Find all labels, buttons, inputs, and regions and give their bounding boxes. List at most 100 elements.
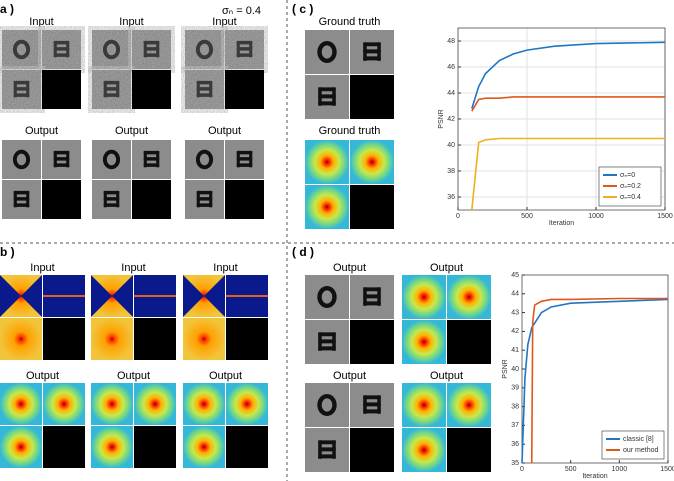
- particle: [318, 87, 336, 92]
- y-tick-label: 42: [511, 328, 519, 335]
- image-tile: [305, 75, 349, 119]
- particle: [103, 190, 120, 195]
- series-line: [471, 41, 666, 109]
- image-title: Output: [115, 125, 148, 137]
- image-tile: [42, 180, 81, 219]
- particle: [103, 203, 120, 207]
- particle: [13, 197, 30, 201]
- image-tile: [183, 426, 225, 468]
- image-title: Output: [333, 370, 366, 382]
- particle: [12, 149, 31, 170]
- y-tick-label: 44: [511, 291, 519, 298]
- particle: [13, 203, 30, 207]
- y-tick-label: 41: [511, 347, 519, 354]
- heatmap: [183, 318, 225, 360]
- image-tile: [2, 30, 41, 69]
- image-tile: [225, 30, 264, 69]
- image-title: Output: [209, 370, 242, 382]
- image-title: Input: [213, 262, 237, 274]
- image-tile: [132, 180, 171, 219]
- particle: [363, 287, 367, 306]
- image-tile: [447, 428, 491, 472]
- image-tile: [92, 180, 131, 219]
- particle: [236, 150, 240, 168]
- image-tile: [305, 185, 349, 229]
- panel-label: ( d ): [292, 245, 314, 259]
- plot-frame: [521, 274, 669, 464]
- image-tile: [43, 318, 85, 360]
- heatmap: [91, 383, 133, 425]
- image-tile: [402, 320, 446, 364]
- image-tile: [43, 275, 85, 317]
- particle: [156, 40, 160, 58]
- particle: [196, 190, 213, 195]
- image-tile: [132, 30, 171, 69]
- particle: [13, 80, 17, 98]
- particle: [103, 93, 120, 97]
- image-tile: [134, 383, 176, 425]
- image-tile: [447, 320, 491, 364]
- particle: [13, 190, 30, 195]
- image-tile: [226, 426, 268, 468]
- particle: [143, 150, 147, 168]
- image-tile: [134, 426, 176, 468]
- image-tile: [225, 180, 264, 219]
- image-tile: [447, 275, 491, 319]
- tile-bg: [185, 30, 224, 69]
- particle: [66, 150, 70, 168]
- mask: [91, 275, 133, 317]
- image-tile: [226, 383, 268, 425]
- particle: [143, 40, 160, 45]
- particle: [102, 149, 121, 170]
- x-axis-label: Iteration: [549, 220, 574, 227]
- x-tick-label: 1000: [588, 213, 604, 220]
- image-tile: [185, 30, 224, 69]
- heatmap: [91, 426, 133, 468]
- image-tile: [91, 383, 133, 425]
- particle: [363, 402, 381, 407]
- particle: [209, 80, 213, 98]
- image-tile: [42, 140, 81, 179]
- particle: [236, 40, 253, 45]
- legend-box: [598, 166, 662, 207]
- heatmap: [402, 383, 446, 427]
- x-tick-label: 0: [456, 213, 460, 220]
- tile-bg: [226, 426, 268, 468]
- legend-label: σₙ=0: [620, 172, 635, 179]
- image-tile: [402, 428, 446, 472]
- image-tile: [185, 180, 224, 219]
- image-title: Output: [117, 370, 150, 382]
- heatmap: [402, 320, 446, 364]
- x-tick-label: 500: [521, 213, 533, 220]
- heatmap: [0, 383, 42, 425]
- particle: [318, 339, 336, 344]
- particle: [317, 41, 337, 64]
- image-title: Output: [430, 370, 463, 382]
- noise-note: σₙ = 0.4: [222, 5, 261, 17]
- particle: [318, 447, 336, 452]
- image-tile: [185, 70, 224, 109]
- y-tick-label: 45: [511, 272, 519, 279]
- y-axis-label: PSNR: [502, 359, 509, 378]
- tile-bg: [2, 140, 41, 179]
- tile-bg: [305, 30, 349, 74]
- particle: [143, 163, 160, 167]
- image-tile: [183, 318, 225, 360]
- image-tile: [226, 318, 268, 360]
- image-tile: [350, 383, 394, 427]
- particle: [53, 40, 57, 58]
- image-title: Output: [208, 125, 241, 137]
- tile-bg: [447, 320, 491, 364]
- tile-bg: [43, 426, 85, 468]
- image-title: Input: [30, 262, 54, 274]
- y-tick-label: 44: [447, 90, 455, 97]
- particle: [236, 47, 253, 51]
- legend-box: [601, 430, 665, 460]
- image-tile: [134, 318, 176, 360]
- y-tick-label: 39: [511, 385, 519, 392]
- image-tile: [305, 428, 349, 472]
- particle: [196, 93, 213, 97]
- tile-bg: [185, 140, 224, 179]
- particle: [236, 157, 253, 161]
